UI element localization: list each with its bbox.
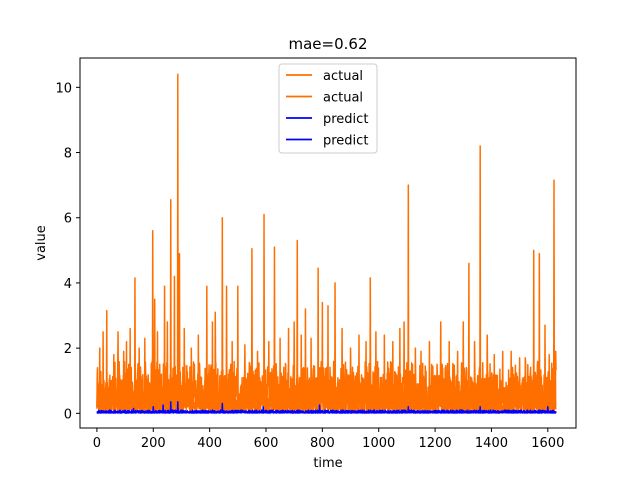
- chart-title: mae=0.62: [289, 35, 368, 53]
- x-tick-label: 0: [93, 436, 101, 451]
- plot-frame: [79, 57, 577, 429]
- y-tick-label: 0: [64, 407, 72, 422]
- x-tick-label: 1400: [475, 436, 508, 451]
- y-tick-label: 6: [64, 212, 72, 227]
- y-tick-label: 4: [64, 277, 72, 292]
- x-tick-label: 800: [310, 436, 335, 451]
- x-tick-label: 1200: [419, 436, 452, 451]
- legend-label: predict: [323, 134, 368, 149]
- y-tick-label: 8: [64, 147, 72, 162]
- legend-label: predict: [323, 112, 368, 127]
- legend: actual actual predict predict: [278, 63, 378, 154]
- x-tick-label: 600: [254, 436, 279, 451]
- series-group: [96, 73, 557, 414]
- x-axis-label: time: [313, 456, 342, 471]
- y-tick-label: 10: [55, 81, 72, 96]
- series-line-2: [96, 373, 557, 413]
- y-axis: 0 2 4 6 8 10: [55, 81, 80, 422]
- x-tick-label: 1600: [531, 436, 564, 451]
- legend-label: actual: [323, 69, 363, 84]
- x-tick-label: 200: [141, 436, 166, 451]
- y-tick-label: 2: [64, 342, 72, 357]
- x-axis: 0 200 400 600 800 1000 1200 1400 1600: [93, 428, 564, 451]
- legend-label: actual: [323, 91, 363, 106]
- y-axis-label: value: [34, 225, 49, 261]
- x-tick-label: 400: [197, 436, 222, 451]
- legend-box: [278, 63, 378, 154]
- series-line-4: [96, 409, 557, 414]
- x-tick-label: 1000: [362, 436, 395, 451]
